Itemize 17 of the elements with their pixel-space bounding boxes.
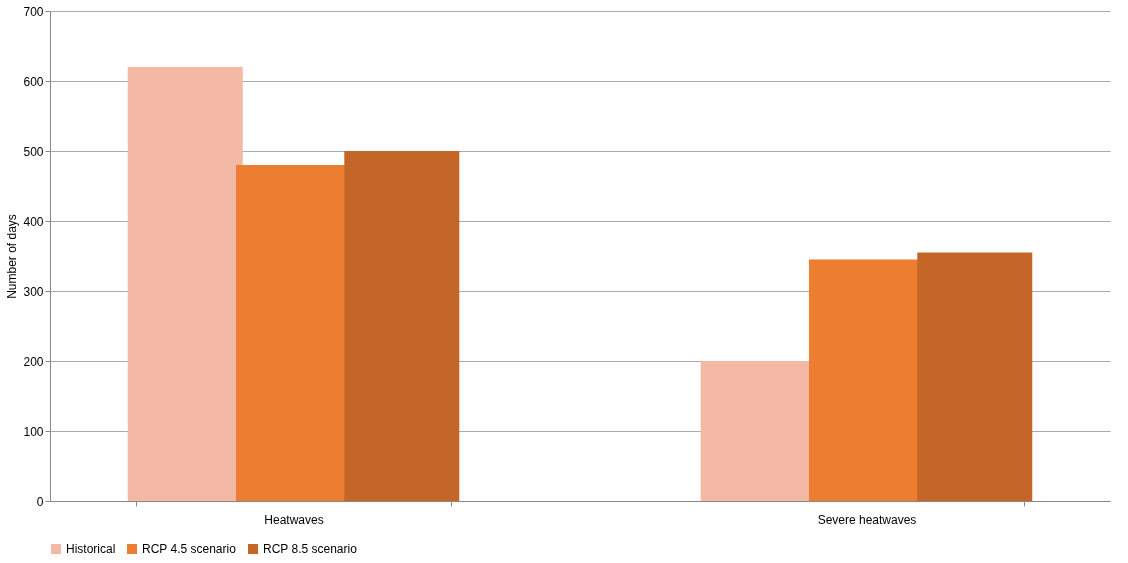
- bar: [917, 252, 1033, 501]
- y-tick-label: 0: [36, 494, 44, 509]
- legend-label: RCP 4.5 scenario: [142, 542, 237, 556]
- bar: [127, 67, 243, 501]
- y-axis-title: Number of days: [5, 214, 20, 299]
- y-tick-label: 300: [23, 284, 44, 299]
- x-tick-label: Severe heatwaves: [817, 512, 917, 527]
- y-tick-label: 500: [23, 144, 44, 159]
- legend-label: Historical: [66, 542, 116, 556]
- y-tick-label: 600: [23, 74, 44, 89]
- y-tick-label: 400: [23, 214, 44, 229]
- legend-label: RCP 8.5 scenario: [263, 542, 358, 556]
- x-tick-label: Heatwaves: [264, 512, 324, 527]
- y-tick-label: 200: [23, 354, 44, 369]
- y-tick-label: 100: [23, 424, 44, 439]
- bar: [344, 151, 460, 501]
- y-tick-label: 700: [23, 4, 44, 19]
